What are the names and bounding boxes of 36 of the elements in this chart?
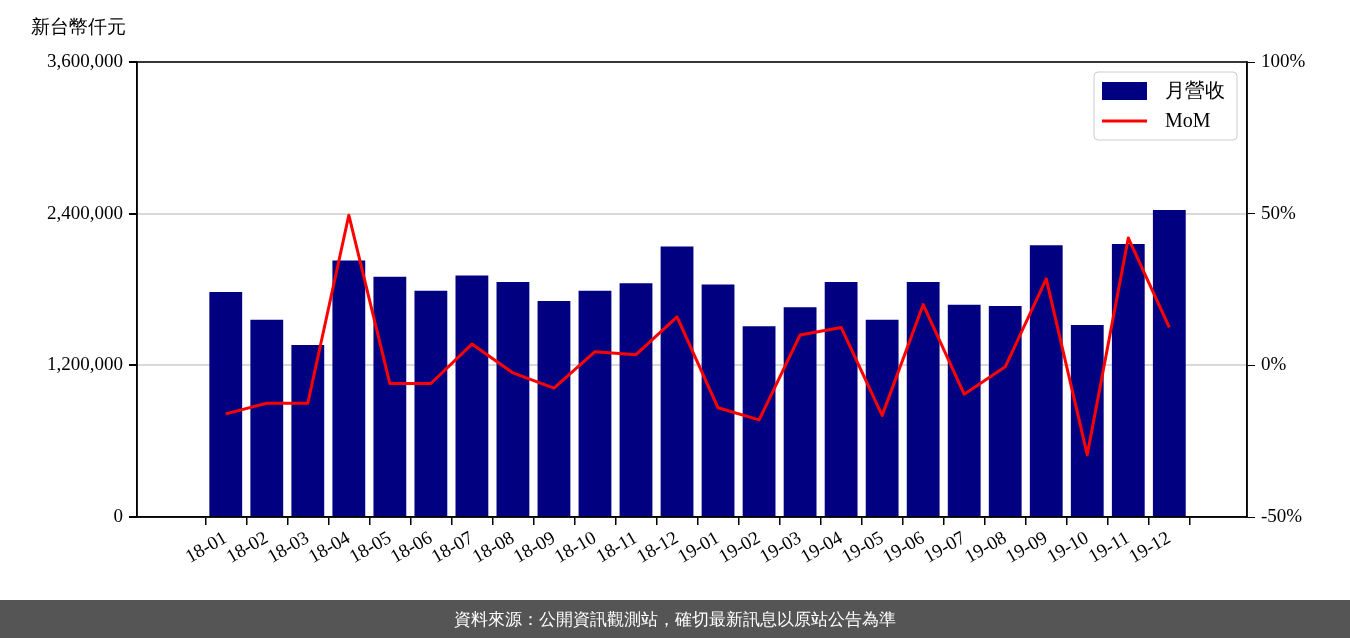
y-tick-label: 2,400,000: [47, 201, 123, 223]
bar: [332, 260, 366, 516]
bar: [619, 283, 653, 516]
bar: [906, 281, 940, 516]
source-note: 資料來源：公開資訊觀測站，確切最新訊息以原站公告為準: [454, 607, 896, 631]
bar: [1152, 209, 1186, 516]
bar: [947, 304, 981, 516]
y2-tick-label: 100%: [1261, 49, 1306, 71]
y-tick-label: 0: [113, 504, 123, 526]
bar: [824, 281, 858, 516]
legend-label: 月營收: [1165, 79, 1225, 102]
bar: [414, 290, 448, 516]
bar: [742, 326, 776, 516]
bar: [865, 319, 899, 516]
y-tick-label: 1,200,000: [47, 353, 123, 375]
bar: [496, 281, 530, 516]
bar: [1070, 324, 1104, 516]
y2-tick-label: 50%: [1261, 201, 1296, 223]
bar: [537, 300, 571, 516]
bar: [1029, 245, 1063, 516]
bar: [250, 319, 284, 516]
bar: [291, 345, 325, 516]
y-axis-title: 新台幣仟元: [31, 15, 126, 37]
y2-tick-label: -50%: [1261, 504, 1303, 526]
bar: [373, 276, 407, 516]
bar: [578, 290, 612, 516]
bar: [783, 307, 817, 516]
y2-tick-label: 0%: [1261, 353, 1287, 375]
bar: [1111, 244, 1145, 516]
legend-label: MoM: [1165, 109, 1211, 132]
bar: [660, 246, 694, 516]
bar: [209, 292, 243, 516]
bar: [701, 284, 735, 516]
bar: [455, 275, 489, 516]
bar: [988, 305, 1022, 516]
y-tick-label: 3,600,000: [47, 49, 123, 71]
